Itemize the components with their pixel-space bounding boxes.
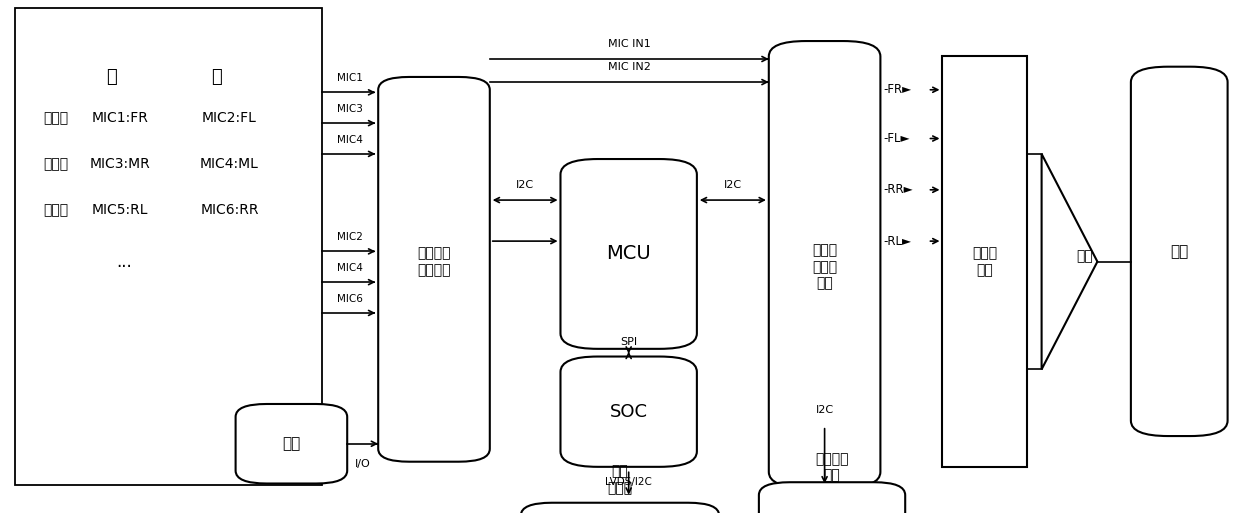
Text: MIC2:FL: MIC2:FL xyxy=(202,111,257,125)
Text: MIC3:MR: MIC3:MR xyxy=(91,157,150,171)
Text: I2C: I2C xyxy=(724,180,742,190)
Text: 中排：: 中排： xyxy=(43,157,68,171)
Text: 左: 左 xyxy=(107,68,117,86)
Text: MIC6:RR: MIC6:RR xyxy=(200,203,259,218)
FancyBboxPatch shape xyxy=(769,41,880,487)
FancyBboxPatch shape xyxy=(560,357,697,467)
Text: 按键: 按键 xyxy=(283,436,300,451)
Text: MIC5:RL: MIC5:RL xyxy=(92,203,149,218)
FancyBboxPatch shape xyxy=(378,77,490,462)
FancyBboxPatch shape xyxy=(236,404,347,483)
Text: I/O: I/O xyxy=(355,459,371,469)
Text: 声音输入
切换模块: 声音输入 切换模块 xyxy=(417,247,451,277)
Text: MCU: MCU xyxy=(606,244,651,264)
Text: MIC4:ML: MIC4:ML xyxy=(200,157,259,171)
Text: 右: 右 xyxy=(212,68,222,86)
FancyBboxPatch shape xyxy=(560,159,697,349)
Text: MIC2: MIC2 xyxy=(337,232,362,242)
Text: ...: ... xyxy=(117,252,131,271)
FancyBboxPatch shape xyxy=(521,503,719,513)
Text: MIC4: MIC4 xyxy=(337,134,362,145)
Text: I2C: I2C xyxy=(816,405,833,416)
Text: SPI: SPI xyxy=(620,338,637,347)
Text: 喇叭: 喇叭 xyxy=(1171,244,1188,259)
Text: MIC IN2: MIC IN2 xyxy=(608,62,651,72)
FancyBboxPatch shape xyxy=(759,482,905,513)
Text: MIC1:FR: MIC1:FR xyxy=(92,111,149,125)
Text: MIC IN1: MIC IN1 xyxy=(608,38,651,49)
Text: -FR►: -FR► xyxy=(883,83,911,96)
Text: 前排：: 前排： xyxy=(43,111,68,125)
Text: 功率放
大器: 功率放 大器 xyxy=(972,247,997,277)
Text: MIC1: MIC1 xyxy=(337,73,362,83)
Text: MIC4: MIC4 xyxy=(337,263,362,273)
Text: MIC6: MIC6 xyxy=(337,293,362,304)
Text: -RL►: -RL► xyxy=(883,234,911,248)
Text: -RR►: -RR► xyxy=(883,183,913,196)
Text: 声音处
理解析
模块: 声音处 理解析 模块 xyxy=(812,244,837,290)
Text: MIC3: MIC3 xyxy=(337,104,362,114)
Text: 后排：: 后排： xyxy=(43,203,68,218)
Text: 声音: 声音 xyxy=(1076,249,1094,264)
Bar xyxy=(942,56,1027,467)
Text: 无线通信
模块: 无线通信 模块 xyxy=(815,452,849,482)
Text: LVDS/I2C: LVDS/I2C xyxy=(605,477,652,487)
Text: SOC: SOC xyxy=(610,403,647,421)
Bar xyxy=(15,8,322,485)
Text: 触摸
显示屏: 触摸 显示屏 xyxy=(608,465,632,495)
FancyBboxPatch shape xyxy=(1131,67,1228,436)
Text: -FL►: -FL► xyxy=(883,132,909,145)
Text: I2C: I2C xyxy=(516,180,534,190)
